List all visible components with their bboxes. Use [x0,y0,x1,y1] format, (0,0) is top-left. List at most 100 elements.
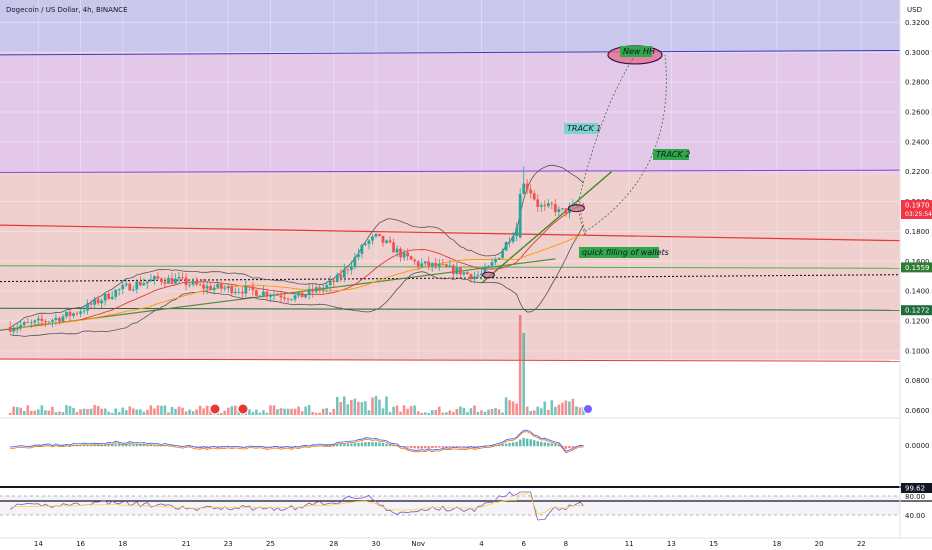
macd-histogram-bar [61,445,65,447]
volume-bar [406,408,409,415]
volume-bar [536,406,540,415]
volume-bar [93,405,96,415]
macd-histogram-bar [216,446,219,447]
candle-body [163,281,167,284]
macd-histogram-bar [357,442,360,447]
candle-body [100,300,104,304]
volume-bar [409,406,413,415]
candle-body [388,240,392,243]
x-tick-label: 8 [564,540,568,548]
track-2-box [653,149,689,160]
volume-bar [15,407,19,415]
candle-body [364,243,367,245]
candle-body [216,283,220,288]
candle-body [349,266,353,270]
candle-body [96,299,100,304]
volume-bar [30,410,33,415]
candle-body [124,283,128,286]
volume-bar [205,405,209,415]
candle-body [332,280,336,282]
macd-histogram-bar [118,444,121,447]
macd-histogram-bar [427,446,430,449]
macd-histogram-bar [79,444,82,447]
volume-bar [33,410,37,415]
macd-histogram-bar [416,446,420,449]
macd-histogram-bar [86,444,89,447]
volume-bar [191,411,195,415]
volume-bar [515,403,518,415]
volume-bar [226,407,230,415]
candle-body [43,321,47,323]
volume-bar [441,412,445,415]
candle-body [170,277,174,284]
macd-histogram-bar [269,446,272,447]
volume-bar [188,409,191,415]
volume-bar [131,408,135,415]
volume-bar [124,410,128,415]
volume-bar [68,406,72,415]
candle-body [202,284,206,289]
candle-body [508,241,512,243]
y-tick-label: 0.2200 [905,168,930,176]
symbol-title: Dogecoin / US Dollar, 4h, BINANCE [6,6,128,14]
candle-body [219,283,223,289]
macd-histogram-bar [336,444,339,447]
macd-histogram-bar [550,443,554,447]
volume-bar [532,410,536,415]
ma-orange [10,233,584,332]
candle-body [409,256,413,260]
volume-bar [103,408,107,415]
candle-body [61,316,65,322]
volume-bar [473,405,476,415]
macd-histogram-bar [346,443,350,447]
macd-histogram-bar [322,445,325,447]
volume-bar [198,405,202,415]
candle-body [110,296,114,299]
candle-body [297,292,300,296]
candle-body [448,265,452,267]
candle-body [342,269,346,278]
volume-bar [72,407,75,415]
candle-body [444,264,448,267]
candle-body [51,320,54,322]
volume-bar [297,406,300,415]
candle-body [58,317,61,322]
volume-bar [75,412,79,415]
volume-bar [525,406,529,415]
candle-body [371,236,374,241]
volume-bar [522,333,525,415]
annotations: New HH TRACK 1 TRACK 2 quick filling of wal… [482,45,690,279]
time-axis[interactable]: 14 16 18 21 23 25 28 30 Nov 4 6 8 11 13 15 18 20 22 [0,537,932,548]
macd-histogram-bar [325,445,328,447]
volume-bar [156,405,160,415]
candle-body [198,284,202,286]
candle-body [518,194,522,238]
x-tick-label: 13 [667,540,676,548]
volume-bar [466,412,469,415]
volume-bar [462,407,466,415]
candle-body [36,318,40,321]
candle-body [546,203,550,207]
candle-body [156,276,160,279]
macd-histogram-bar [536,441,539,447]
volume-bar [504,397,508,415]
level-tag-value: 0.1272 [905,307,930,315]
volume-bar [51,406,54,415]
candle-body [205,285,209,289]
candle-body [293,295,297,300]
candle-body [437,263,441,267]
candle-body [12,329,16,332]
macd-histogram-bar [33,445,37,447]
macd-histogram-bar [329,444,332,447]
y-tick-label: 0.3000 [905,49,930,57]
candle-body [480,273,483,276]
volume-bar [423,412,427,415]
macd-histogram-bar [149,444,153,447]
candle-body [15,327,19,330]
macd-histogram-bar [452,446,455,448]
price-axis[interactable]: 0.32000.30000.28000.26000.24000.22000.20… [899,0,932,538]
volume-bar [459,406,462,415]
candle-body [230,286,234,294]
candle-body [174,278,177,284]
